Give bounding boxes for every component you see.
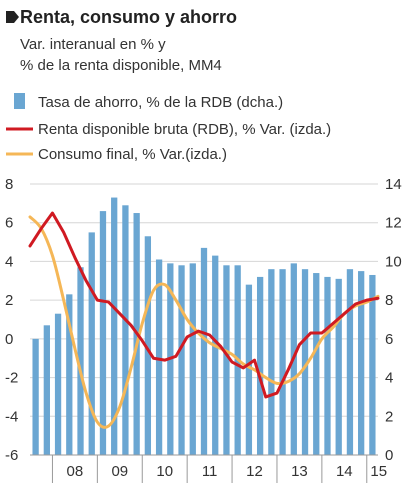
- right-tick-label: 0: [385, 447, 393, 464]
- savings-bar: [245, 284, 253, 455]
- left-tick-label: 2: [5, 292, 13, 309]
- left-tick-label: 6: [5, 215, 13, 232]
- legend-label-consumption: Consumo final, % Var.(izda.): [38, 146, 227, 163]
- savings-bar: [111, 197, 118, 456]
- x-tick-label: 13: [291, 463, 308, 480]
- savings-bar: [178, 265, 185, 455]
- x-tick-label: 14: [336, 463, 353, 480]
- savings-bar: [155, 259, 163, 455]
- right-tick-label: 12: [385, 215, 402, 232]
- legend-label-savings: Tasa de ahorro, % de la RDB (dcha.): [38, 94, 283, 111]
- left-tick-label: -4: [5, 408, 18, 425]
- left-tick-label: 8: [5, 176, 13, 193]
- series-lines: [28, 211, 380, 429]
- savings-bar: [268, 269, 275, 455]
- savings-bar: [279, 269, 286, 455]
- savings-bar: [77, 267, 84, 455]
- left-axis-ticks: 8 6 4 2 0 -2 -4 -6: [5, 176, 18, 464]
- savings-bar: [324, 276, 331, 455]
- right-tick-label: 6: [385, 331, 393, 348]
- savings-bar: [256, 276, 264, 455]
- consumption-line: [28, 215, 380, 429]
- left-tick-label: -2: [5, 370, 18, 387]
- left-tick-label: -6: [5, 447, 18, 464]
- x-tick-label: 12: [246, 463, 263, 480]
- savings-bar: [144, 236, 152, 455]
- x-tick-label: 09: [111, 463, 128, 480]
- right-tick-label: 10: [385, 253, 402, 270]
- savings-bars: [32, 197, 376, 456]
- legend-swatch-savings: [14, 93, 25, 109]
- right-tick-label: 8: [385, 292, 393, 309]
- legend-label-income: Renta disponible bruta (RDB), % Var. (iz…: [38, 121, 331, 138]
- income-line: [28, 211, 380, 399]
- savings-bar: [189, 263, 196, 455]
- savings-bar: [346, 269, 354, 455]
- savings-bar: [369, 274, 376, 455]
- title-marker-icon: [6, 11, 19, 23]
- savings-bar: [200, 247, 208, 455]
- savings-bar: [88, 232, 95, 455]
- chart-subtitle-line2: % de la renta disponible, MM4: [20, 57, 222, 74]
- savings-bar: [99, 211, 107, 455]
- savings-bar: [66, 294, 73, 455]
- left-tick-label: 4: [5, 253, 13, 270]
- right-tick-label: 4: [385, 370, 393, 387]
- x-tick-label: 11: [202, 463, 218, 480]
- savings-bar: [32, 338, 39, 455]
- x-tick-label: 08: [67, 463, 84, 480]
- x-tick-label: 15: [370, 463, 387, 480]
- legend: Tasa de ahorro, % de la RDB (dcha.) Rent…: [6, 93, 331, 163]
- right-tick-label: 2: [385, 408, 393, 425]
- savings-bar: [43, 325, 50, 455]
- savings-bar: [54, 313, 62, 455]
- savings-bar: [358, 271, 365, 455]
- x-tick-label: 10: [156, 463, 173, 480]
- savings-bar: [313, 273, 320, 455]
- savings-bar: [223, 265, 230, 455]
- savings-bar: [212, 255, 219, 455]
- savings-bar: [335, 278, 342, 455]
- chart-title: Renta, consumo y ahorro: [20, 7, 237, 27]
- chart-subtitle-line1: Var. interanual en % y: [20, 36, 166, 53]
- right-axis-ticks: 14 12 10 8 6 4 2 0: [385, 176, 402, 464]
- savings-bar: [301, 269, 309, 455]
- right-tick-label: 14: [385, 176, 402, 193]
- left-tick-label: 0: [5, 331, 13, 348]
- x-axis: 08 09 10 11 12 13 14 15: [30, 454, 387, 483]
- savings-bar: [122, 205, 129, 455]
